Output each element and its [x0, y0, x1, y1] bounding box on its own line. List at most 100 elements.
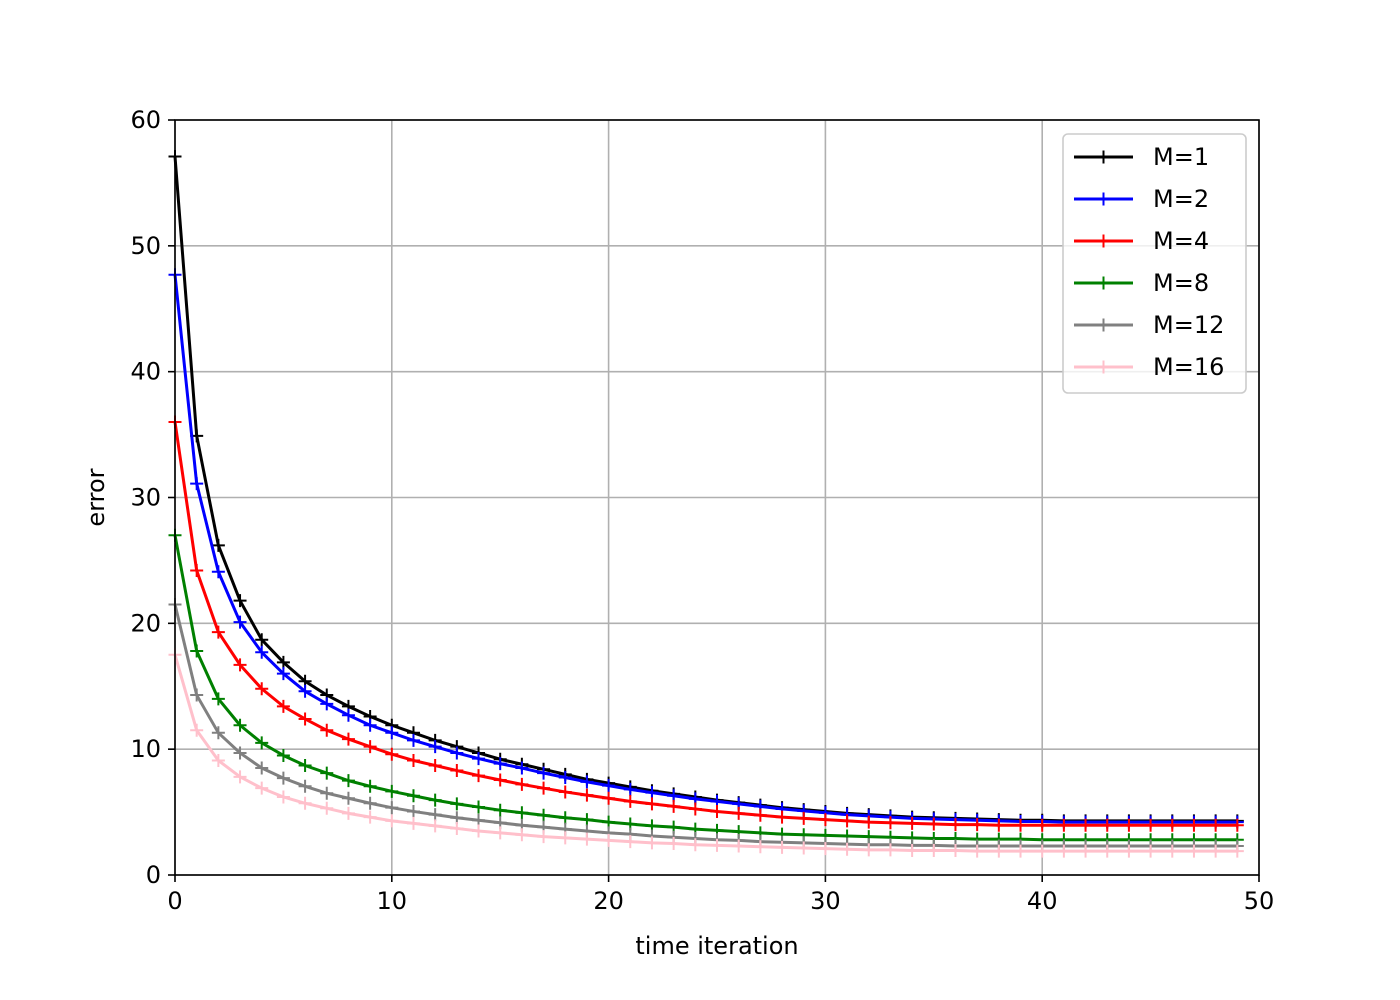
legend-marker	[1097, 192, 1110, 206]
data-point	[493, 826, 507, 840]
data-point	[363, 810, 377, 824]
legend-entry: M=12	[1074, 311, 1224, 339]
axis-ticks: 0 10 20 30 40 50 0 10 20 30 40 50 60	[130, 106, 1274, 915]
y-tick-label: 60	[130, 106, 161, 134]
data-point	[493, 757, 507, 771]
data-point	[558, 770, 572, 784]
data-point	[645, 786, 659, 800]
data-point	[472, 824, 486, 838]
data-point	[1165, 844, 1179, 858]
legend-entry: M=2	[1074, 185, 1209, 213]
data-point	[797, 811, 811, 825]
legend-entry: M=4	[1074, 227, 1209, 255]
data-point	[190, 688, 204, 702]
data-point	[276, 771, 290, 785]
data-point	[580, 775, 594, 789]
data-point	[450, 746, 464, 760]
data-point	[255, 682, 269, 696]
data-point	[558, 831, 572, 845]
series-group	[168, 149, 1244, 858]
data-point	[320, 723, 334, 737]
data-point	[233, 718, 247, 732]
legend-entry: M=16	[1074, 353, 1224, 381]
data-point	[948, 843, 962, 857]
data-point	[233, 770, 247, 784]
data-point	[1057, 818, 1071, 832]
data-point	[927, 817, 941, 831]
data-point	[211, 753, 225, 767]
data-point	[1165, 818, 1179, 832]
x-tick-label: 40	[1027, 887, 1058, 915]
data-point	[406, 789, 420, 803]
data-point	[406, 816, 420, 830]
data-point	[450, 821, 464, 835]
data-point	[1230, 844, 1244, 858]
data-point	[970, 818, 984, 832]
data-point	[1079, 844, 1093, 858]
series-m-16	[168, 648, 1244, 858]
data-point	[276, 699, 290, 713]
data-point	[363, 740, 377, 754]
data-point	[1014, 818, 1028, 832]
data-point	[732, 806, 746, 820]
data-point	[775, 810, 789, 824]
data-point	[580, 813, 594, 827]
data-point	[428, 793, 442, 807]
data-point	[753, 808, 767, 822]
data-point	[840, 842, 854, 856]
data-point	[363, 779, 377, 793]
data-point	[190, 723, 204, 737]
data-point	[450, 764, 464, 778]
data-point	[276, 790, 290, 804]
data-point	[818, 813, 832, 827]
data-point	[428, 759, 442, 773]
legend-marker	[1097, 150, 1110, 164]
y-axis-label: error	[82, 468, 110, 526]
data-point	[1079, 818, 1093, 832]
data-point	[341, 791, 355, 805]
data-point	[1100, 844, 1114, 858]
data-point	[515, 761, 529, 775]
data-point	[602, 791, 616, 805]
data-point	[862, 843, 876, 857]
data-point	[1122, 818, 1136, 832]
legend-entry: M=8	[1074, 269, 1209, 297]
x-tick-label: 20	[593, 887, 624, 915]
data-point	[211, 625, 225, 639]
data-point	[255, 736, 269, 750]
data-point	[710, 804, 724, 818]
data-point	[255, 633, 269, 647]
data-point	[1035, 844, 1049, 858]
data-point	[862, 815, 876, 829]
data-point	[233, 658, 247, 672]
data-point	[1057, 844, 1071, 858]
y-tick-label: 20	[130, 609, 161, 637]
legend-marker	[1097, 276, 1110, 290]
data-point	[406, 733, 420, 747]
data-point	[840, 814, 854, 828]
data-point	[233, 594, 247, 608]
data-point	[211, 565, 225, 579]
data-point	[992, 818, 1006, 832]
data-point	[363, 718, 377, 732]
data-point	[428, 819, 442, 833]
data-point	[602, 779, 616, 793]
x-tick-label: 50	[1244, 887, 1275, 915]
data-point	[472, 769, 486, 783]
data-point	[450, 797, 464, 811]
data-point	[276, 655, 290, 669]
data-point	[1144, 818, 1158, 832]
legend-label: M=8	[1153, 269, 1209, 297]
data-point	[298, 712, 312, 726]
x-tick-label: 30	[810, 887, 841, 915]
data-point	[732, 839, 746, 853]
data-point	[1187, 844, 1201, 858]
data-point	[385, 784, 399, 798]
data-point	[645, 797, 659, 811]
data-point	[1035, 818, 1049, 832]
data-point	[211, 692, 225, 706]
data-point	[515, 806, 529, 820]
data-point	[905, 816, 919, 830]
data-point	[1100, 818, 1114, 832]
data-point	[1014, 844, 1028, 858]
